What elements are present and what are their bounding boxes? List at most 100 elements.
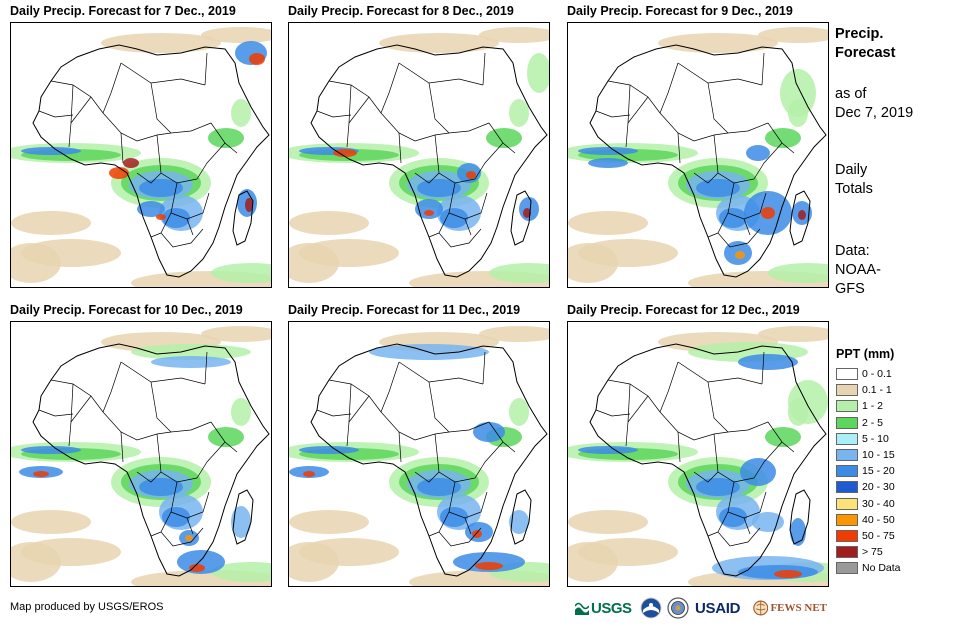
precip-area xyxy=(473,422,505,442)
coastline xyxy=(589,44,827,278)
precip-area xyxy=(466,171,476,179)
africa-map-dec11 xyxy=(289,326,549,586)
fewsnet-logo-text: FEWS NET xyxy=(770,602,827,614)
precip-area xyxy=(139,478,183,496)
country-border xyxy=(659,411,729,441)
legend-swatch xyxy=(836,400,858,413)
precip-area xyxy=(11,243,61,283)
country-border xyxy=(328,80,382,114)
usgs-logo-text: USGS xyxy=(591,599,632,617)
country-border xyxy=(438,212,482,248)
legend-swatch xyxy=(836,481,858,494)
panel-title: Daily Precip. Forecast for 8 Dec., 2019 xyxy=(288,4,514,18)
country-border xyxy=(428,531,440,537)
country-border xyxy=(414,172,440,184)
country-border xyxy=(438,511,482,547)
country-border xyxy=(474,441,504,479)
country-border xyxy=(120,62,206,86)
country-border xyxy=(753,441,783,479)
country-border xyxy=(743,517,751,535)
africa-map-dec8 xyxy=(289,27,549,287)
legend-label: 20 - 30 xyxy=(862,481,895,494)
precip-area xyxy=(696,478,740,496)
country-border xyxy=(659,62,679,114)
country-border xyxy=(186,218,194,236)
madagascar-outline xyxy=(510,489,532,545)
seal-icon xyxy=(667,597,689,619)
precip-area xyxy=(137,201,165,217)
legend-swatch xyxy=(836,448,858,461)
country-border xyxy=(693,471,719,483)
panel-title: Daily Precip. Forecast for 7 Dec., 2019 xyxy=(10,4,236,18)
precip-area xyxy=(765,427,801,447)
usgs-logo: USGS xyxy=(575,594,635,622)
country-border xyxy=(186,517,194,535)
precip-area xyxy=(509,99,529,127)
precip-map xyxy=(288,22,550,288)
country-border xyxy=(398,62,484,86)
precip-area xyxy=(440,208,468,228)
legend-swatch xyxy=(836,497,858,510)
legend-swatch xyxy=(836,432,858,445)
as-of-date: as of Dec 7, 2019 xyxy=(835,85,913,123)
usgs-wave-icon xyxy=(575,602,589,615)
precip-area xyxy=(719,208,747,228)
country-border xyxy=(136,471,162,483)
legend-title: PPT (mm) xyxy=(836,347,895,361)
precip-area xyxy=(417,179,461,197)
precip-map xyxy=(567,22,829,288)
country-border xyxy=(136,172,162,184)
coastline xyxy=(589,343,827,577)
africa-map-dec7 xyxy=(11,27,271,287)
panel-title: Daily Precip. Forecast for 9 Dec., 2019 xyxy=(567,4,793,18)
panel-title: Daily Precip. Forecast for 12 Dec., 2019 xyxy=(567,303,800,317)
precip-map xyxy=(288,321,550,587)
totals-label: Daily Totals xyxy=(835,161,873,199)
precip-area xyxy=(415,199,443,219)
precip-map xyxy=(567,321,829,587)
coastline xyxy=(32,343,270,577)
country-border xyxy=(414,471,440,483)
precip-area xyxy=(479,27,549,43)
country-border xyxy=(627,96,649,124)
precip-map xyxy=(10,22,272,288)
country-border xyxy=(677,431,681,463)
country-border xyxy=(348,395,370,423)
precip-area xyxy=(527,53,549,93)
precip-area xyxy=(788,380,828,424)
forecast-panel-dec11: Daily Precip. Forecast for 11 Dec., 2019 xyxy=(288,303,550,587)
data-source-line2: NOAA- xyxy=(835,262,881,278)
country-border xyxy=(713,134,755,184)
forecast-panel-dec12: Daily Precip. Forecast for 12 Dec., 2019 xyxy=(567,303,829,587)
legend-swatch xyxy=(836,529,858,542)
fewsnet-logo: FEWS NET xyxy=(753,594,827,622)
country-border xyxy=(464,218,472,236)
country-border xyxy=(196,441,226,479)
country-border xyxy=(474,142,504,180)
country-border xyxy=(659,112,729,142)
country-border xyxy=(316,110,352,118)
usda-seal-logo xyxy=(667,594,691,622)
country-border xyxy=(120,431,124,463)
legend-swatch xyxy=(836,465,858,478)
precip-area xyxy=(11,211,91,235)
precip-area xyxy=(156,214,166,220)
precip-area xyxy=(139,179,183,197)
country-border xyxy=(717,212,761,248)
country-border xyxy=(659,361,679,413)
precip-area xyxy=(151,356,231,368)
precip-area xyxy=(568,510,648,534)
precip-area xyxy=(568,211,648,235)
agency-logos: USGS USAID FEWS NET xyxy=(575,594,827,622)
panel-title: Daily Precip. Forecast for 10 Dec., 2019 xyxy=(10,303,243,317)
country-border xyxy=(707,232,719,238)
country-border xyxy=(607,80,661,114)
precip-area xyxy=(578,147,638,155)
country-border xyxy=(380,112,450,142)
country-border xyxy=(753,142,783,180)
legend-label: 0 - 0.1 xyxy=(862,368,892,380)
country-border xyxy=(743,218,751,236)
data-source: Data: NOAA- GFS xyxy=(835,242,881,299)
precip-area xyxy=(21,147,81,155)
precip-area xyxy=(208,128,244,148)
